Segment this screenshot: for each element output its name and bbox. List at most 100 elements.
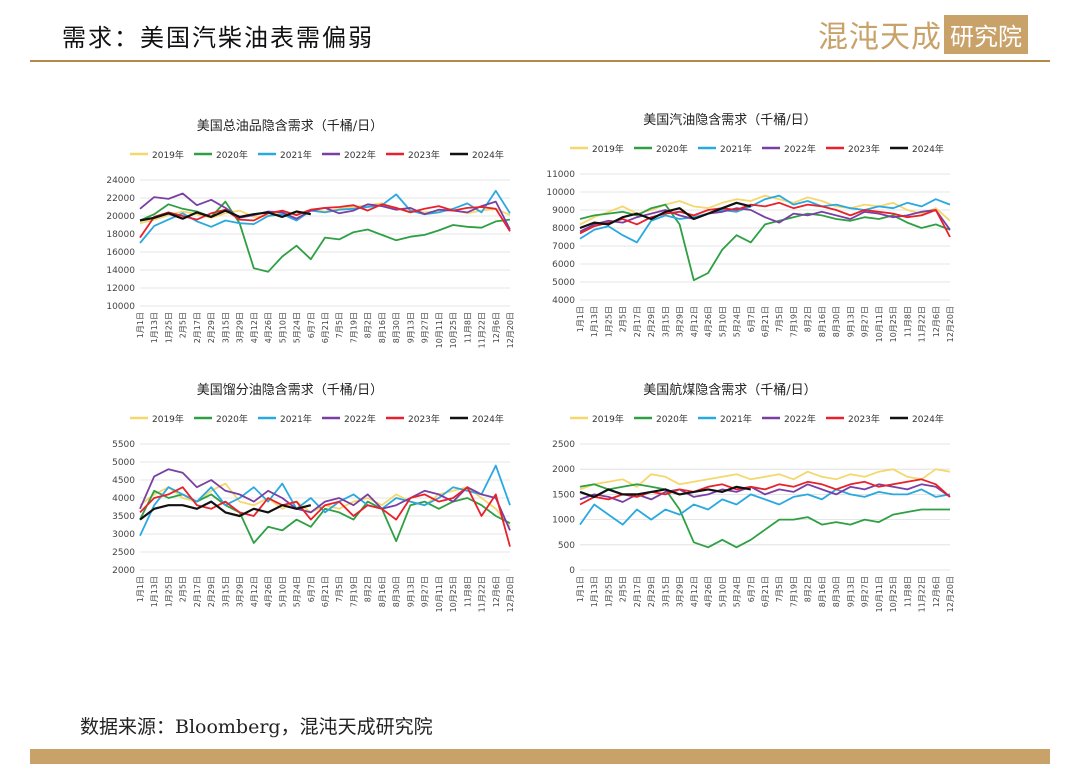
x-tick-label: 2月17日 — [193, 312, 202, 343]
x-tick-label: 10月11日 — [435, 576, 444, 612]
series-line-2024 — [579, 485, 751, 498]
x-tick-label: 11月22日 — [478, 576, 487, 612]
x-tick-label: 3月15日 — [661, 306, 670, 337]
legend-label: 2024年 — [472, 149, 504, 161]
x-tick-label: 6月7日 — [307, 576, 316, 602]
x-tick-label: 9月27日 — [421, 576, 430, 607]
y-tick-label: 10000 — [106, 302, 135, 312]
x-tick-label: 12月6日 — [932, 576, 941, 607]
x-tick-label: 10月25日 — [889, 306, 898, 342]
x-tick-label: 8月30日 — [392, 576, 401, 607]
page-title: 需求：美国汽柴油表需偏弱 — [62, 24, 374, 52]
y-tick-label: 5000 — [552, 278, 575, 288]
legend: 2019年 2020年 2021年 2022年 2023年 2024年 — [570, 413, 944, 425]
x-tick-label: 7月5日 — [335, 312, 344, 338]
x-tick-label: 7月5日 — [335, 576, 344, 602]
legend-label: 2023年 — [408, 149, 440, 161]
x-tick-label: 7月19日 — [789, 306, 798, 337]
chart-gasoline: 美国汽油隐含需求（千桶/日）2019年 2020年 2021年 2022年 2023年 2… — [546, 112, 955, 342]
y-tick-label: 2000 — [552, 465, 575, 475]
x-tick-label: 2月17日 — [633, 576, 642, 607]
series-line-2024 — [139, 209, 312, 222]
x-tick-label: 11月22日 — [478, 312, 487, 348]
x-tick-label: 9月27日 — [421, 312, 430, 343]
x-tick-label: 8月2日 — [804, 306, 813, 332]
x-tick-label: 2月29日 — [647, 576, 656, 607]
x-tick-label: 5月24日 — [733, 306, 742, 337]
legend-label: 2021年 — [280, 413, 312, 425]
x-tick-label: 9月13日 — [846, 576, 855, 607]
x-tick-label: 8月2日 — [804, 576, 813, 602]
y-tick-label: 2000 — [112, 566, 135, 576]
legend: 2019年 2020年 2021年 2022年 2023年 2024年 — [570, 143, 944, 155]
y-tick-label: 14000 — [106, 266, 135, 276]
legend-label: 2021年 — [720, 143, 752, 155]
x-tick-label: 8月16日 — [818, 306, 827, 337]
x-tick-label: 4月26日 — [704, 306, 713, 337]
x-tick-label: 3月15日 — [221, 312, 230, 343]
series-line-2023 — [579, 478, 951, 506]
x-tick-label: 2月17日 — [633, 306, 642, 337]
x-tick-label: 1月13日 — [150, 576, 159, 607]
legend-label: 2023年 — [848, 143, 880, 155]
x-tick-label: 1月25日 — [164, 576, 173, 607]
x-tick-label: 11月8日 — [903, 576, 912, 607]
x-tick-label: 8月16日 — [378, 312, 387, 343]
legend-label: 2020年 — [656, 413, 688, 425]
x-tick-label: 2月17日 — [193, 576, 202, 607]
legend-label: 2024年 — [472, 413, 504, 425]
x-tick-label: 6月21日 — [321, 312, 330, 343]
x-tick-label: 1月13日 — [150, 312, 159, 343]
x-tick-label: 8月2日 — [364, 312, 373, 338]
series-line-2021 — [139, 464, 511, 537]
x-tick-label: 5月24日 — [293, 312, 302, 343]
brand-logo: 混沌天成 研究院 — [818, 12, 1028, 56]
x-tick-label: 12月6日 — [932, 306, 941, 337]
x-tick-label: 6月7日 — [747, 306, 756, 332]
x-tick-label: 9月13日 — [406, 312, 415, 343]
x-tick-label: 6月21日 — [761, 576, 770, 607]
series-line-2023 — [139, 486, 511, 547]
x-tick-label: 7月19日 — [789, 576, 798, 607]
x-tick-label: 1月25日 — [604, 306, 613, 337]
chart-total-oil: 美国总油品隐含需求（千桶/日） 2019年 2020年 2021年 2022年 2023年… — [106, 118, 515, 348]
y-tick-label: 5000 — [112, 458, 135, 468]
y-tick-label: 16000 — [106, 248, 135, 258]
header-divider — [30, 60, 1050, 62]
x-tick-label: 10月11日 — [875, 306, 884, 342]
x-tick-label: 3月29日 — [236, 312, 245, 343]
series-line-2020 — [579, 483, 950, 549]
x-tick-label: 4月26日 — [264, 576, 273, 607]
x-tick-label: 10月25日 — [889, 576, 898, 612]
x-tick-label: 3月15日 — [221, 576, 230, 607]
y-tick-label: 4500 — [112, 476, 135, 486]
x-tick-label: 4月12日 — [690, 576, 699, 607]
x-tick-label: 6月7日 — [747, 576, 756, 602]
legend-label: 2021年 — [720, 413, 752, 425]
series-line-2021 — [579, 194, 951, 244]
y-tick-label: 2500 — [112, 548, 135, 558]
x-tick-label: 7月19日 — [349, 312, 358, 343]
x-tick-label: 4月12日 — [690, 306, 699, 337]
y-tick-label: 20000 — [106, 212, 135, 222]
x-tick-label: 9月27日 — [861, 576, 870, 607]
x-tick-label: 3月15日 — [661, 576, 670, 607]
x-tick-label: 1月25日 — [164, 312, 173, 343]
x-tick-label: 3月29日 — [236, 576, 245, 607]
x-tick-label: 11月22日 — [918, 576, 927, 612]
x-tick-label: 12月20日 — [506, 312, 515, 348]
x-tick-label: 12月20日 — [946, 576, 955, 612]
x-tick-label: 7月5日 — [775, 306, 784, 332]
x-tick-label: 12月20日 — [946, 306, 955, 342]
legend-label: 2022年 — [344, 413, 376, 425]
legend: 2019年 2020年 2021年 2022年 2023年 2024年 — [130, 413, 504, 425]
x-tick-label: 1月1日 — [576, 576, 585, 602]
series-line-2024 — [139, 500, 312, 521]
y-tick-label: 1000 — [552, 516, 575, 526]
x-tick-label: 8月2日 — [364, 576, 373, 602]
y-tick-label: 7000 — [552, 242, 575, 252]
x-tick-label: 6月21日 — [761, 306, 770, 337]
x-tick-label: 9月27日 — [861, 306, 870, 337]
chart-title: 美国总油品隐含需求（千桶/日） — [197, 118, 383, 134]
x-tick-label: 8月30日 — [392, 312, 401, 343]
